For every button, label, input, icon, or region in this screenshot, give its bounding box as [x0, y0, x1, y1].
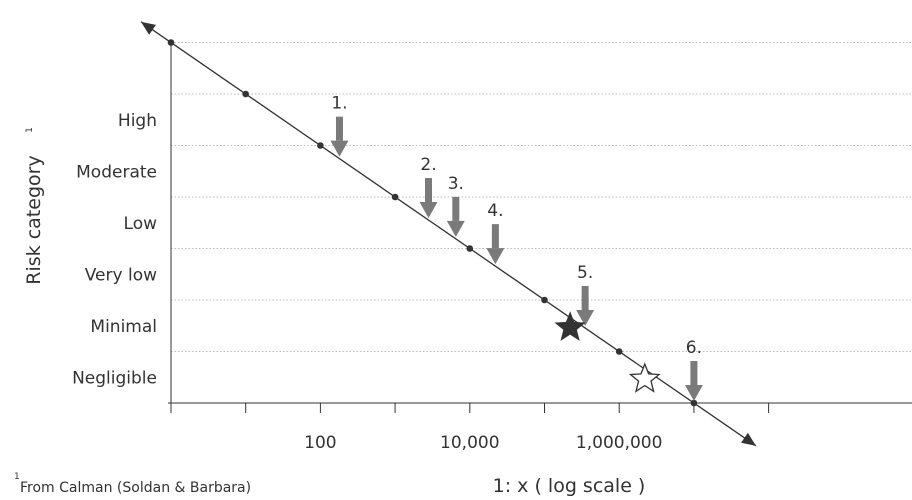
y-axis-label-superscript: 1	[25, 127, 35, 133]
line-point	[317, 142, 324, 149]
footnote-marker: 1	[14, 472, 20, 482]
marker-arrow-shaft	[452, 196, 460, 221]
line-arrowhead-end	[741, 432, 756, 446]
marker-label: 3.	[448, 174, 464, 194]
star-outline	[628, 362, 661, 393]
marker-arrow-head	[419, 202, 438, 219]
axes	[168, 42, 912, 413]
stars	[554, 311, 661, 393]
category-labels: High Moderate Low Very low Minimal Negligible	[72, 111, 157, 389]
grid-lines	[171, 42, 912, 352]
x-tick-label: 10,000	[440, 433, 499, 453]
x-tick-label: 1,000,000	[576, 433, 663, 453]
marker-label: 6.	[686, 338, 702, 358]
line-point	[690, 399, 698, 407]
risk-line-path	[140, 21, 757, 447]
category-label: High	[118, 111, 157, 131]
line-point	[391, 193, 399, 201]
marker-arrow-shaft	[581, 286, 589, 311]
category-label: Negligible	[72, 368, 157, 388]
marker-arrow-head	[330, 140, 349, 157]
marker-arrow-head	[446, 220, 465, 237]
marker-arrow-shaft	[425, 178, 433, 203]
marker-arrow-shaft	[491, 224, 499, 249]
marker-label: 1.	[331, 94, 347, 114]
line-point	[615, 348, 623, 355]
markers: 1. 2. 3. 4. 5. 6.	[330, 94, 703, 401]
x-tick-label: 100	[304, 433, 336, 453]
line-point	[167, 39, 175, 46]
line-point	[466, 245, 474, 252]
x-ticks: 100 10,000 1,000,000	[170, 403, 770, 453]
marker-arrow-shaft	[335, 116, 343, 141]
line-point	[541, 296, 548, 304]
category-label: Moderate	[76, 162, 157, 182]
risk-line	[140, 21, 757, 447]
marker-label: 5.	[577, 263, 593, 283]
marker-arrow-head	[486, 248, 505, 265]
marker-arrow-head	[684, 385, 703, 401]
marker-label: 2.	[420, 155, 436, 175]
category-label: Low	[124, 214, 158, 234]
x-axis-label: 1: x ( log scale )	[493, 475, 646, 497]
line-arrowhead-start	[141, 21, 156, 35]
marker-arrow-shaft	[690, 361, 698, 385]
line-point	[242, 90, 249, 98]
category-label: Minimal	[90, 317, 157, 337]
footnote-text: From Calman (Soldan & Barbara)	[20, 480, 251, 496]
marker-arrow-head	[576, 310, 595, 327]
marker-label: 4.	[487, 201, 503, 221]
star-filled	[554, 311, 586, 341]
category-label: Very low	[85, 265, 157, 285]
y-axis-label: Risk category	[23, 155, 45, 284]
